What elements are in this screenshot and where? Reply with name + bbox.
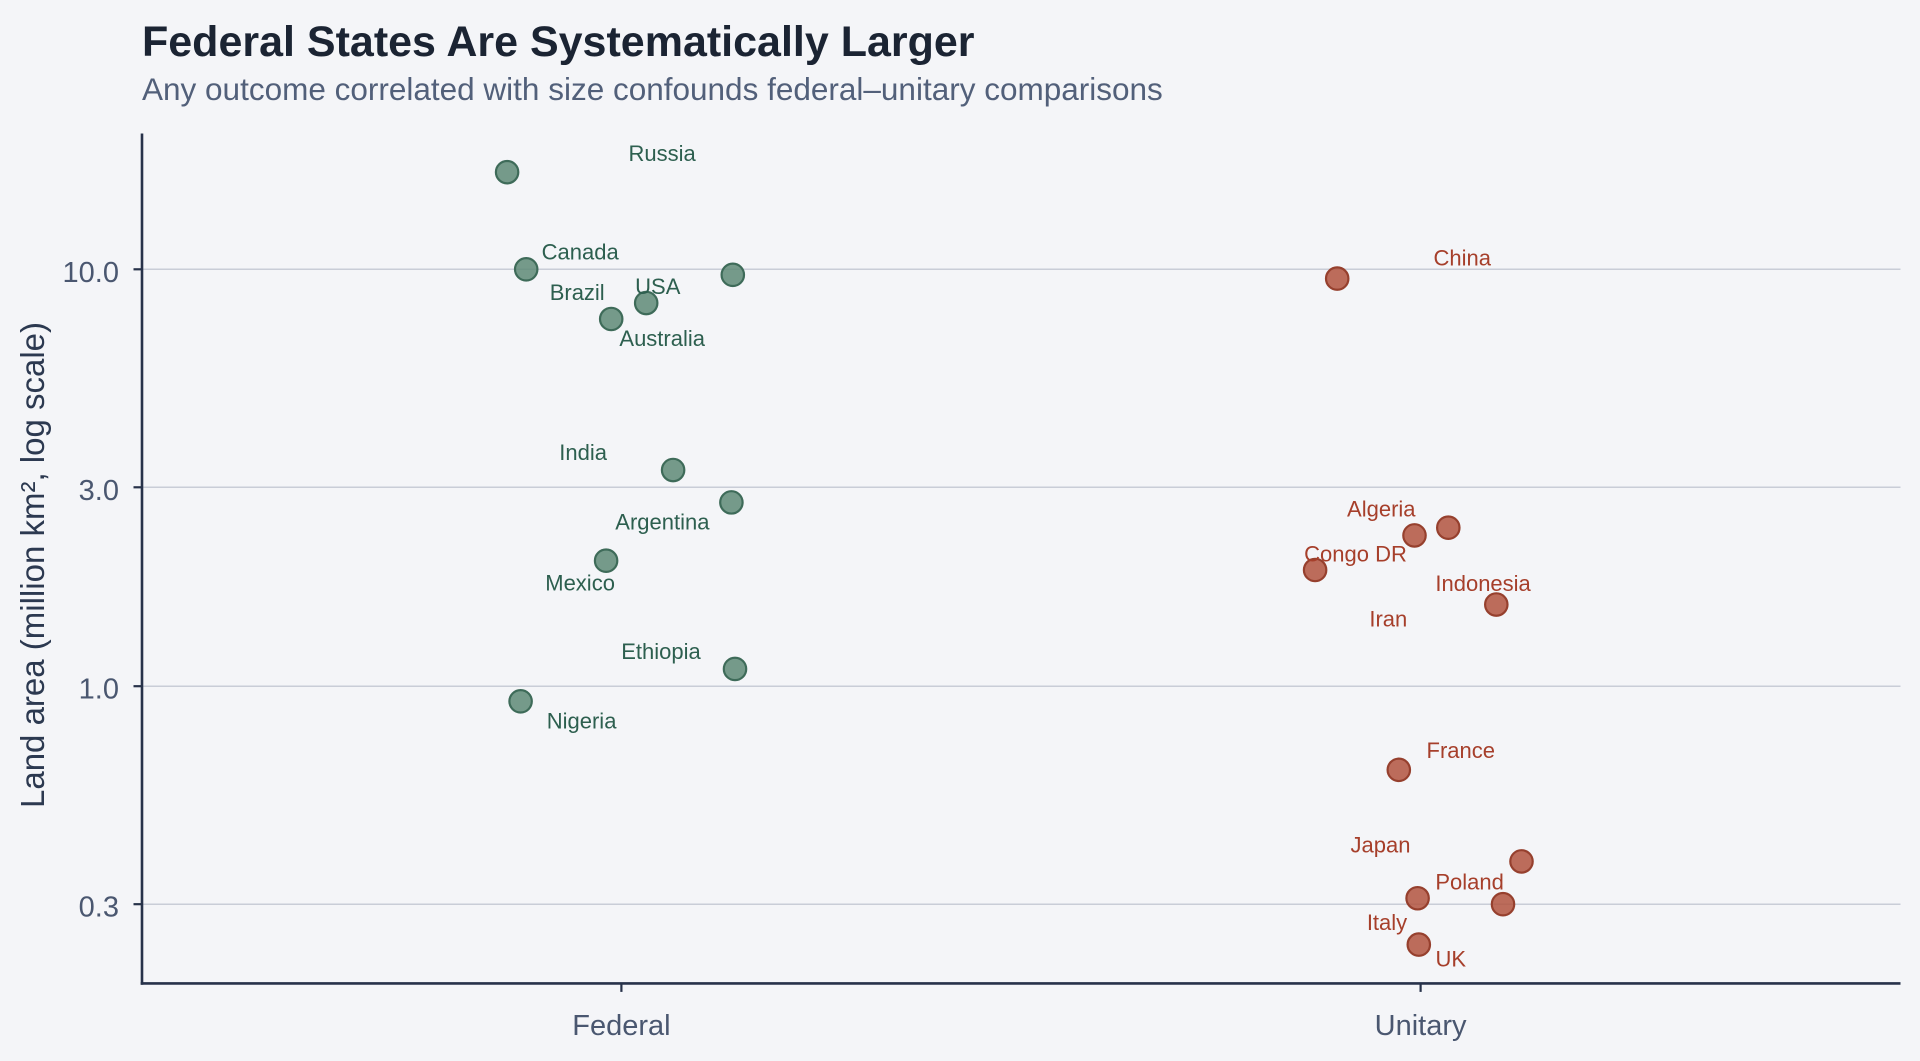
point-label-canada: Canada <box>542 239 620 264</box>
point-indonesia <box>1302 557 1328 583</box>
y-tick-label-0.3: 0.3 <box>79 892 119 924</box>
point-usa <box>720 262 746 288</box>
point-label-mexico: Mexico <box>545 571 615 596</box>
gridlines <box>142 268 1901 905</box>
point-italy <box>1490 891 1516 917</box>
point-brazil <box>633 290 659 316</box>
y-tick-label-1: 1.0 <box>79 674 119 706</box>
point-label-indonesia: Indonesia <box>1435 571 1531 596</box>
point-mexico <box>593 548 619 574</box>
point-japan <box>1509 849 1534 874</box>
point-label-nigeria: Nigeria <box>547 708 617 733</box>
point-label-australia: Australia <box>619 326 705 351</box>
point-label-france: France <box>1427 738 1495 763</box>
point-congo-dr <box>1402 523 1427 548</box>
point-france <box>1386 757 1412 783</box>
point-iran <box>1484 592 1509 617</box>
axes <box>133 133 1901 992</box>
point-china <box>1324 266 1350 291</box>
y-tick-label-3: 3.0 <box>79 475 119 507</box>
point-label-uk: UK <box>1436 947 1467 972</box>
point-ethiopia <box>722 656 748 682</box>
point-label-india: India <box>559 440 607 465</box>
x-category-labels: Federal Unitary <box>572 1010 1467 1042</box>
point-canada <box>513 256 539 282</box>
point-label-italy: Italy <box>1367 910 1407 935</box>
point-nigeria <box>508 688 533 714</box>
point-india <box>660 457 686 483</box>
point-label-congo-dr: Congo DR <box>1304 541 1407 566</box>
chart-title: Federal States Are Systematically Larger <box>142 18 975 66</box>
y-tick-label-10: 10.0 <box>63 257 119 289</box>
point-russia <box>494 159 520 185</box>
x-category-label-unitary: Unitary <box>1375 1010 1467 1042</box>
point-label-usa: USA <box>635 274 681 299</box>
point-label-algeria: Algeria <box>1347 497 1416 522</box>
point-label-russia: Russia <box>628 141 696 166</box>
point-label-poland: Poland <box>1435 869 1504 894</box>
data-point-labels: Russia Canada USA Brazil Australia India Argen… <box>542 141 1532 971</box>
point-label-brazil: Brazil <box>550 280 605 305</box>
point-algeria <box>1436 515 1461 540</box>
point-label-japan: Japan <box>1351 832 1411 857</box>
chart-subtitle: Any outcome correlated with size confoun… <box>142 71 1163 107</box>
data-points <box>494 159 1534 957</box>
point-label-iran: Iran <box>1369 607 1407 632</box>
point-australia <box>598 306 624 332</box>
point-label-china: China <box>1433 246 1491 271</box>
point-uk <box>1406 932 1432 957</box>
x-category-label-federal: Federal <box>572 1010 670 1042</box>
point-label-argentina: Argentina <box>615 509 710 534</box>
y-tick-labels: 10.0 3.0 1.0 0.3 <box>63 257 119 924</box>
point-label-ethiopia: Ethiopia <box>621 639 701 664</box>
point-poland <box>1405 885 1430 911</box>
y-axis-title: Land area (million km², log scale) <box>14 322 51 808</box>
point-argentina <box>719 490 744 515</box>
